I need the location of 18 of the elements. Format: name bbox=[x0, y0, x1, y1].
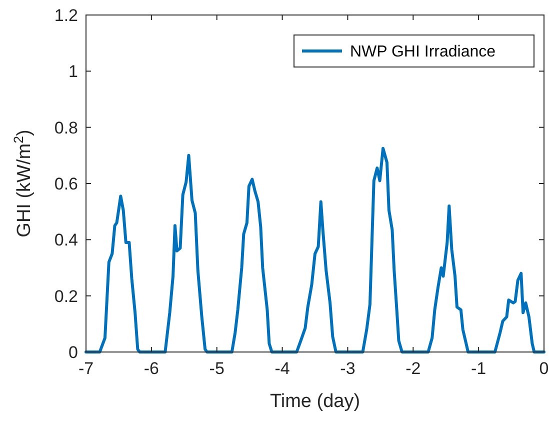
x-tick-label: -1 bbox=[471, 359, 486, 378]
y-tick-label: 0.8 bbox=[54, 118, 78, 138]
x-tick-label: -4 bbox=[274, 359, 290, 378]
x-tick-label: 0 bbox=[539, 359, 549, 378]
y-tick-label: 0 bbox=[68, 342, 78, 362]
legend-label: NWP GHI Irradiance bbox=[350, 44, 496, 61]
x-tick-label: -6 bbox=[144, 359, 159, 378]
line-series bbox=[84, 146, 546, 354]
y-tick-label: 1.2 bbox=[54, 6, 78, 25]
x-tick-label: -2 bbox=[406, 359, 421, 378]
y-tick-label: 0.4 bbox=[54, 230, 78, 250]
y-tick-label: 1 bbox=[68, 62, 78, 82]
x-tick-label: -5 bbox=[209, 359, 224, 378]
x-tick-label: -3 bbox=[340, 359, 356, 378]
x-axis-title: Time (day) bbox=[270, 391, 360, 412]
y-tick-label: 0.6 bbox=[54, 174, 78, 194]
y-tick-label: 0.2 bbox=[54, 286, 78, 306]
x-tick-label: -7 bbox=[78, 359, 94, 378]
